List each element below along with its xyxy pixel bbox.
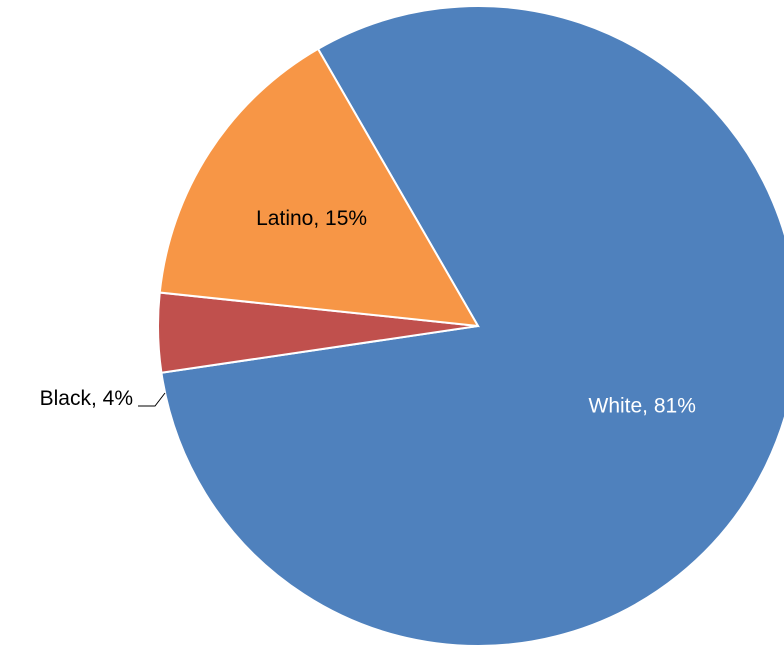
slices-layer [157,5,784,647]
data-label-latino: Latino, 15% [256,207,367,230]
labels-layer: White, 81% Black, 4% Latino, 15% [40,207,696,418]
pie-slice-white [160,5,784,647]
data-label-white: White, 81% [589,394,696,417]
leader-line-black [138,392,166,407]
data-label-black: Black, 4% [40,387,133,410]
pie-slice-latino [158,47,480,328]
